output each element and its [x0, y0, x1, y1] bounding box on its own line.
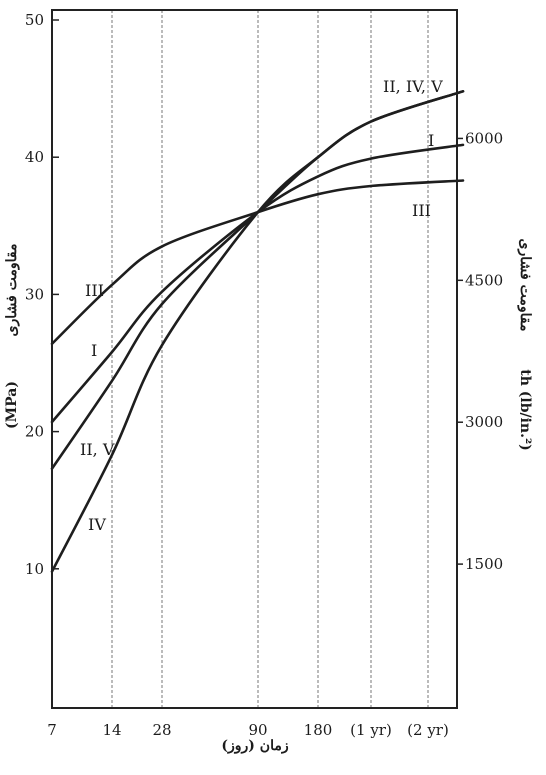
left-tick-label: 40	[25, 148, 44, 166]
x-tick-label: 180	[304, 721, 333, 739]
label-I-end: I	[428, 131, 434, 150]
x-tick-label: 90	[248, 721, 267, 739]
right-tick-label: 4500	[465, 271, 503, 289]
right-axis-label-unit: th (lb/in.²)	[517, 369, 533, 451]
x-tick-label: 7	[47, 721, 57, 739]
x-axis-label: زمان (روز)	[221, 738, 288, 754]
right-tick-label: 3000	[465, 413, 503, 431]
x-axis-ticks: 7 14 28 90 180 (1 yr) (2 yr)	[47, 721, 449, 739]
right-axis-ticks: 1500 3000 4500 6000	[457, 129, 503, 573]
x-tick-label: 28	[152, 721, 171, 739]
label-II-IV-V-end: II, IV, V	[383, 77, 443, 96]
label-II-V-start: II, V	[80, 440, 115, 459]
x-tick-label: (1 yr)	[350, 721, 392, 739]
x-tick-label: 14	[102, 721, 121, 739]
plot-frame	[51, 9, 458, 709]
label-III-end: III	[412, 201, 431, 220]
right-tick-label: 6000	[465, 129, 503, 147]
left-tick-label: 10	[25, 560, 44, 578]
left-tick-label: 20	[25, 423, 44, 441]
left-axis-ticks: 10 20 30 40 50	[25, 11, 59, 578]
series-curves	[50, 90, 465, 573]
left-axis-label-fa: مقاومت فشاری	[4, 244, 20, 337]
left-tick-label: 50	[25, 11, 44, 29]
series-line-IV	[50, 90, 465, 573]
left-axis-label-unit: (MPa)	[4, 381, 20, 429]
right-axis-label-fa: مقاومت فشاری	[517, 239, 533, 332]
right-tick-label: 1500	[465, 555, 503, 573]
left-tick-label: 30	[25, 285, 44, 303]
vertical-gridlines	[111, 10, 429, 708]
series-line-III	[50, 179, 465, 346]
x-tick-label: (2 yr)	[407, 721, 449, 739]
label-IV-start: IV	[88, 515, 106, 534]
label-III-start: III	[85, 281, 104, 300]
label-I-start: I	[91, 341, 97, 360]
